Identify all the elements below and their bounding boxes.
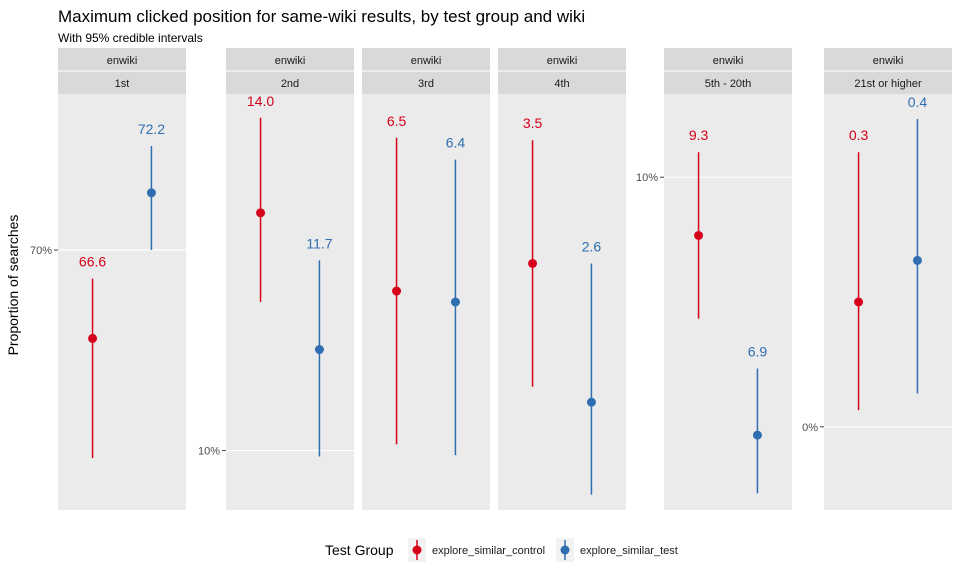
- strip-top-bg: [664, 48, 792, 71]
- point-explore_similar_control: [256, 208, 266, 218]
- y-axis-label: Proportion of searches: [5, 215, 21, 356]
- facet-panel-6: enwiki 21st or higher 0% 0.3 0.4: [802, 48, 952, 510]
- panel-background: [58, 94, 186, 510]
- data-label-explore_similar_control: 14.0: [247, 93, 274, 109]
- data-label-explore_similar_test: 11.7: [306, 235, 332, 251]
- facet-panel-2: enwiki 2nd 10% 14.0 11.7: [198, 48, 354, 510]
- legend: Test Group explore_similar_control explor…: [325, 538, 678, 562]
- strip-bottom-bg: [498, 71, 626, 94]
- point-explore_similar_test: [450, 297, 460, 307]
- panel-background: [824, 94, 952, 510]
- point-explore_similar_test: [314, 345, 324, 355]
- strip-label-position: 5th - 20th: [705, 78, 751, 90]
- strip-top-bg: [58, 48, 186, 71]
- point-explore_similar_control: [694, 230, 704, 240]
- strip-label-position: 1st: [115, 78, 130, 90]
- point-explore_similar_test: [586, 397, 596, 407]
- facet-panel-1: enwiki 1st 70% 66.6 72.2: [30, 48, 186, 510]
- facet-panel-5: enwiki 5th - 20th 10% 9.3 6.9: [636, 48, 792, 510]
- data-label-explore_similar_control: 66.6: [79, 254, 106, 270]
- legend-entry-label: explore_similar_control: [432, 545, 545, 557]
- data-label-explore_similar_control: 0.3: [849, 127, 869, 143]
- panel-background: [362, 94, 490, 510]
- strip-bottom-bg: [58, 71, 186, 94]
- strip-top-bg: [824, 48, 952, 71]
- panel-background: [664, 94, 792, 510]
- panel-background: [226, 94, 354, 510]
- data-label-explore_similar_test: 6.9: [748, 344, 768, 360]
- y-tick-label: 10%: [198, 446, 220, 458]
- facet-panel-4: enwiki 4th 3.5 2.6: [498, 48, 626, 510]
- point-explore_similar_control: [528, 258, 538, 268]
- point-explore_similar_control: [88, 333, 98, 343]
- chart-subtitle: With 95% credible intervals: [58, 31, 203, 45]
- y-tick-label: 0%: [802, 422, 818, 434]
- strip-label-wiki: enwiki: [411, 55, 442, 67]
- strip-top-bg: [362, 48, 490, 71]
- strip-label-wiki: enwiki: [107, 55, 138, 67]
- strip-label-wiki: enwiki: [873, 55, 904, 67]
- strip-top-bg: [498, 48, 626, 71]
- data-label-explore_similar_control: 9.3: [689, 127, 709, 143]
- data-label-explore_similar_control: 6.5: [387, 113, 407, 129]
- strip-top-bg: [226, 48, 354, 71]
- strip-label-wiki: enwiki: [547, 55, 578, 67]
- data-label-explore_similar_test: 6.4: [446, 135, 466, 151]
- y-tick-label: 10%: [636, 172, 658, 184]
- strip-bottom-bg: [664, 71, 792, 94]
- legend-key-point-explore_similar_test: [560, 545, 570, 555]
- point-explore_similar_test: [912, 255, 922, 265]
- strip-label-wiki: enwiki: [275, 55, 306, 67]
- data-label-explore_similar_test: 2.6: [582, 238, 602, 254]
- strip-label-position: 3rd: [418, 78, 434, 90]
- legend-entry-label: explore_similar_test: [580, 545, 678, 557]
- strip-label-position: 4th: [554, 78, 569, 90]
- point-explore_similar_test: [752, 430, 762, 440]
- legend-title: Test Group: [325, 542, 394, 558]
- facet-panel-3: enwiki 3rd 6.5 6.4: [362, 48, 490, 510]
- point-explore_similar_test: [146, 188, 156, 198]
- strip-bottom-bg: [362, 71, 490, 94]
- data-label-explore_similar_test: 0.4: [908, 94, 928, 110]
- panel-background: [498, 94, 626, 510]
- y-tick-label: 70%: [30, 245, 52, 257]
- data-label-explore_similar_control: 3.5: [523, 115, 543, 131]
- strip-label-position: 2nd: [281, 78, 299, 90]
- point-explore_similar_control: [392, 286, 402, 296]
- strip-label-position: 21st or higher: [854, 78, 922, 90]
- strip-bottom-bg: [226, 71, 354, 94]
- legend-key-point-explore_similar_control: [412, 545, 422, 555]
- facet-panels: enwiki 1st 70% 66.6 72.2 enwiki 2nd 10% 14.0 11.7…: [30, 48, 952, 510]
- point-explore_similar_control: [854, 297, 864, 307]
- chart-title: Maximum clicked position for same-wiki r…: [58, 7, 585, 26]
- data-label-explore_similar_test: 72.2: [138, 121, 165, 137]
- strip-label-wiki: enwiki: [713, 55, 744, 67]
- strip-bottom-bg: [824, 71, 952, 94]
